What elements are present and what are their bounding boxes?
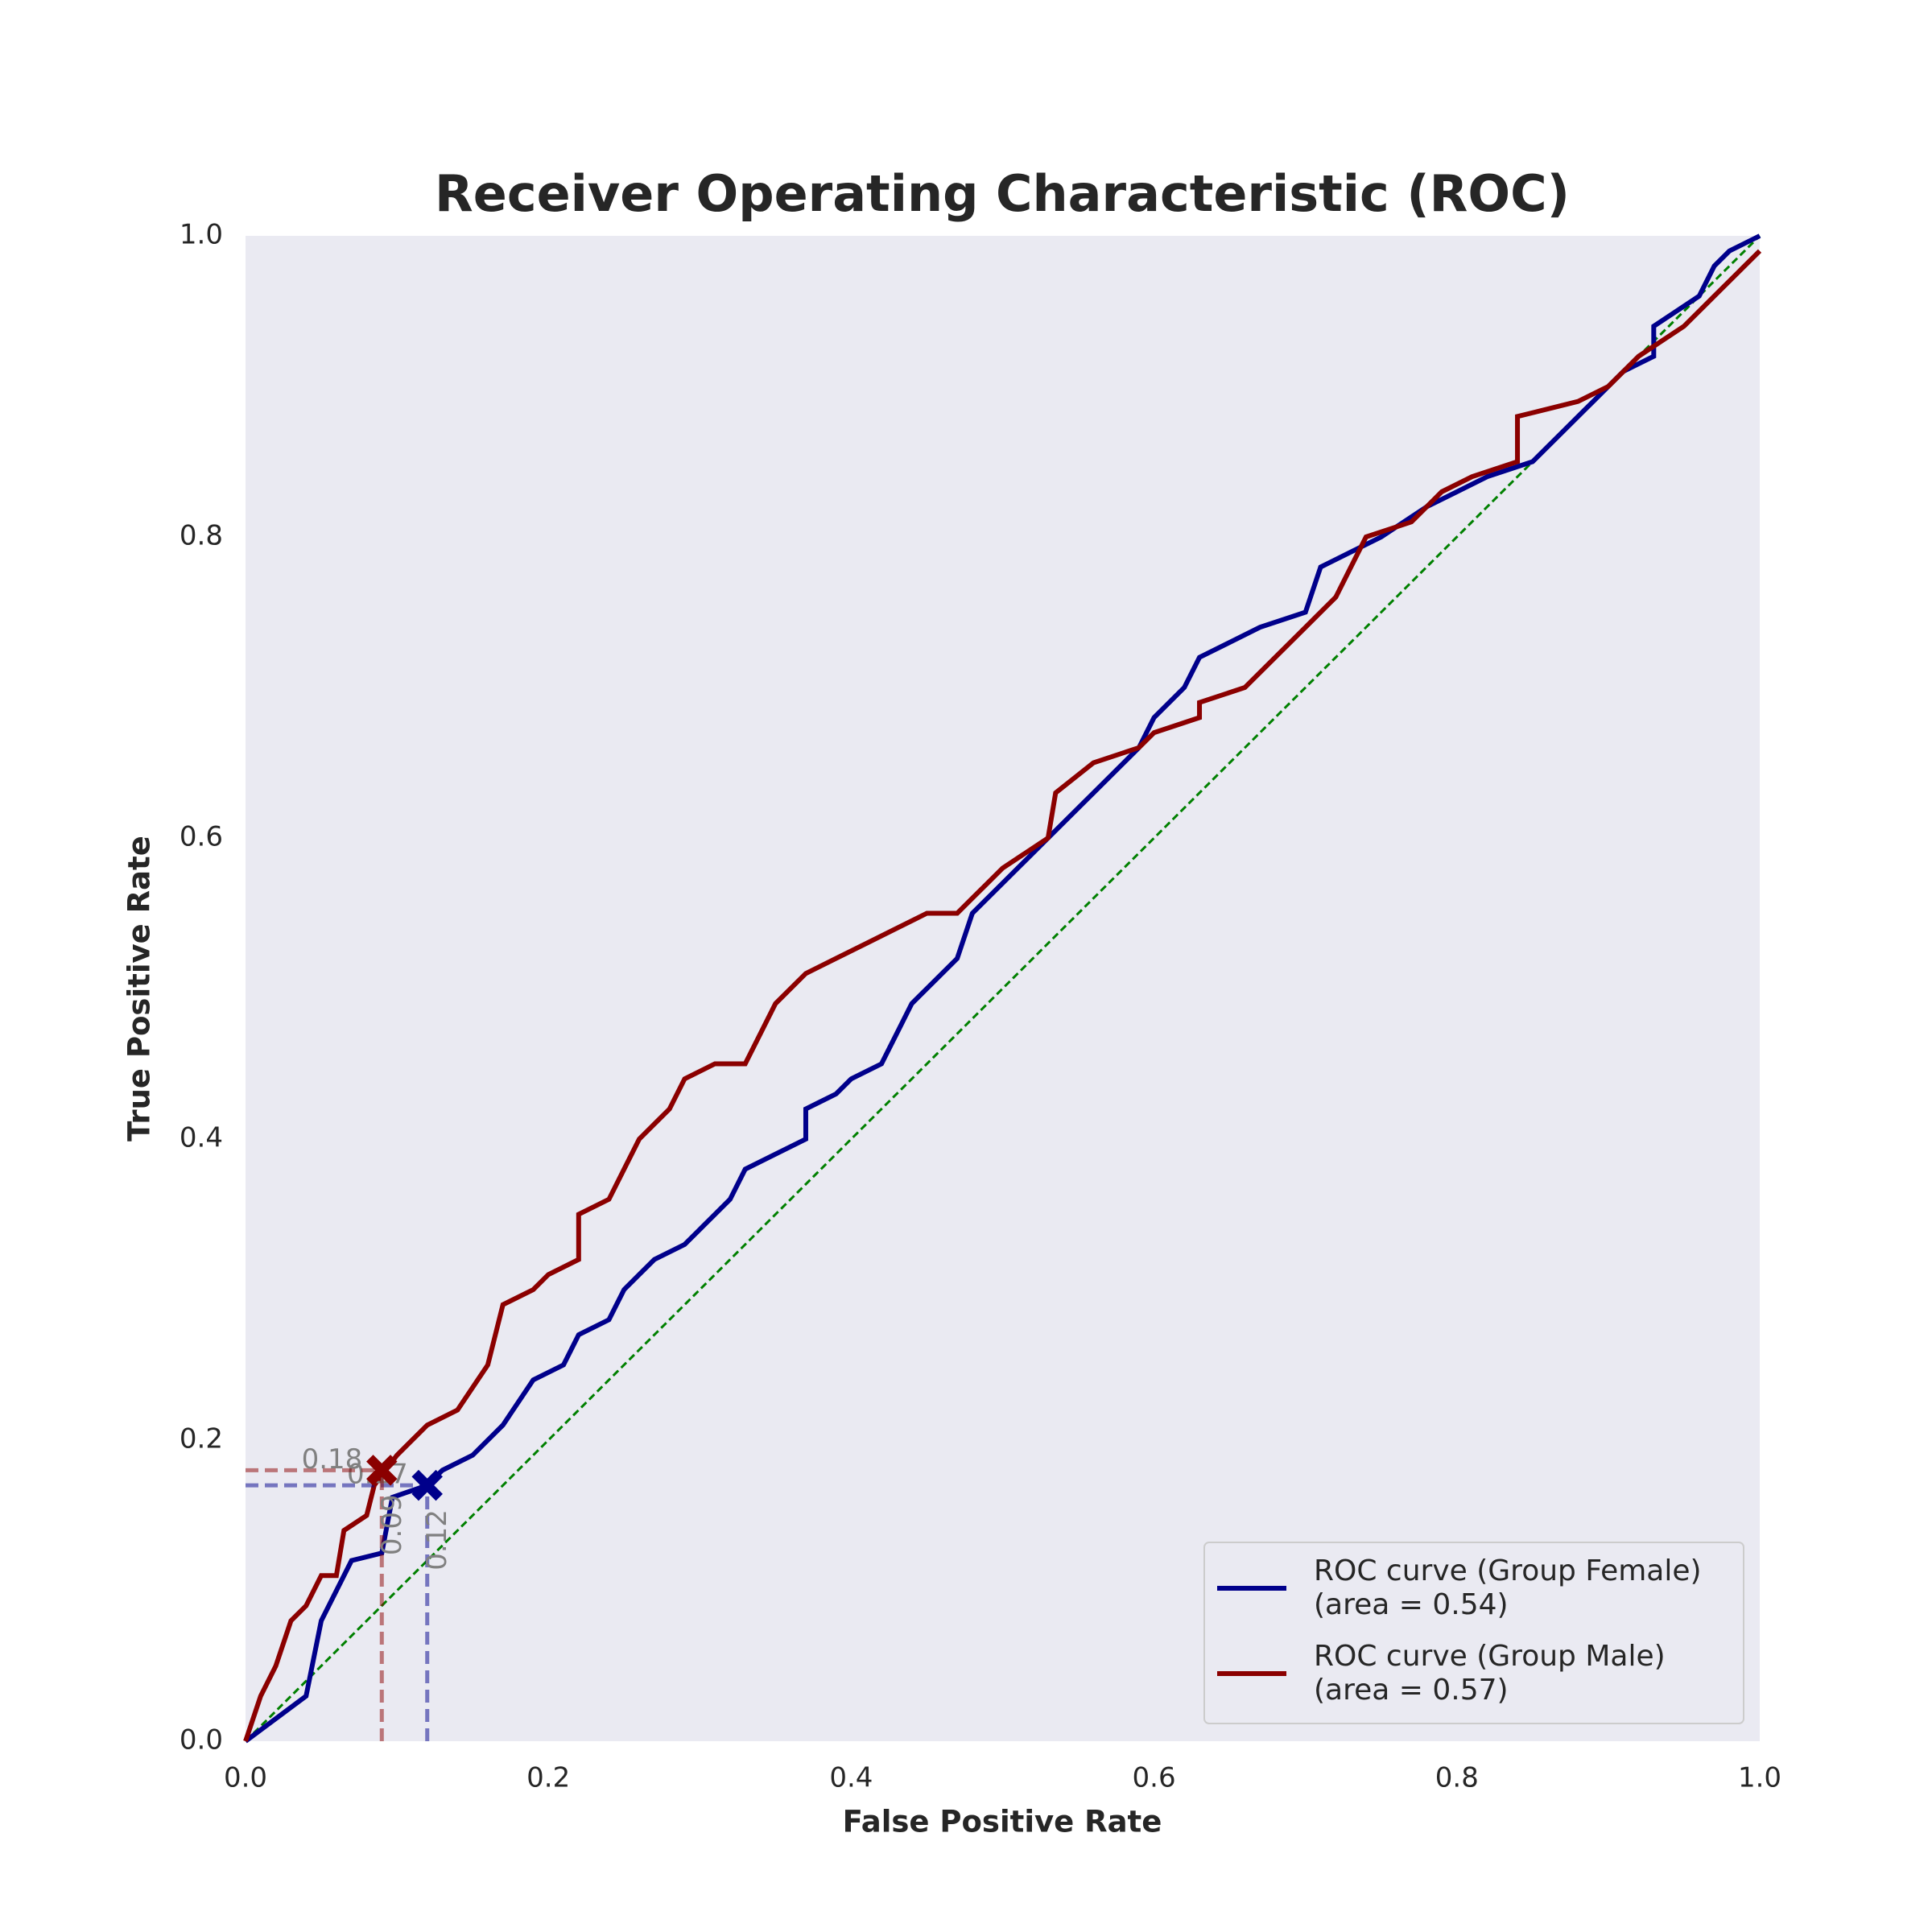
legend-label: ROC curve (Group Male) [1314,1640,1666,1673]
legend: ROC curve (Group Female)(area = 0.54) ROC… [1203,1542,1744,1724]
y-tick-label: 0.4 [180,1122,223,1154]
y-tick-label: 0.0 [180,1724,223,1757]
x-tick-label: 0.2 [526,1762,570,1794]
roc-curve [243,249,1762,1742]
optimal-point [411,1469,443,1501]
y-annotation: 0.18 [302,1443,363,1476]
x-tick-label: 0.4 [829,1762,873,1794]
x-axis-label: False Positive Rate [843,1805,1162,1839]
x-tick-label: 0.8 [1435,1762,1479,1794]
legend-label: ROC curve (Group Female) [1314,1554,1702,1587]
x-annotation: 0.09 [376,1494,408,1555]
x-annotation: 0.12 [421,1509,453,1571]
roc-curve [244,233,1761,1744]
reference-line [244,234,1761,1743]
x-tick-label: 1.0 [1738,1762,1781,1794]
legend-area: (area = 0.57) [1314,1674,1509,1707]
x-tick-label: 0.6 [1133,1762,1176,1794]
y-tick-label: 0.2 [180,1423,223,1455]
y-axis-label: True Positive Rate [122,836,157,1141]
y-tick-label: 0.8 [180,520,223,552]
y-tick-label: 1.0 [180,219,223,251]
legend-box [1203,1542,1744,1724]
optimal-point [366,1455,398,1486]
chart-title: Receiver Operating Characteristic (ROC) [435,164,1570,223]
legend-area: (area = 0.54) [1314,1588,1509,1621]
y-tick-label: 0.6 [180,821,223,853]
x-tick-label: 0.0 [224,1762,267,1794]
